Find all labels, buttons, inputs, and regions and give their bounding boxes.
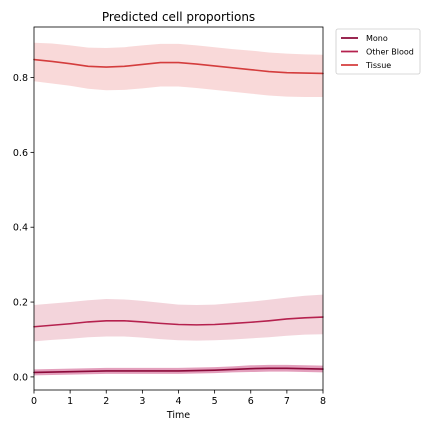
legend-label-mono: Mono bbox=[366, 34, 388, 43]
confidence-bands bbox=[34, 42, 323, 376]
x-tick-label: 2 bbox=[103, 396, 109, 407]
legend: Mono Other Blood Tissue bbox=[335, 28, 421, 75]
x-tick-label: 3 bbox=[139, 396, 145, 407]
band-other-blood bbox=[34, 294, 323, 342]
legend-box bbox=[335, 28, 421, 75]
line-mono bbox=[33, 367, 324, 374]
y-tick-label: 0.6 bbox=[13, 148, 28, 159]
series-lines bbox=[33, 58, 324, 374]
legend-label-tissue: Tissue bbox=[365, 61, 391, 70]
x-tick-label: 1 bbox=[67, 396, 73, 407]
y-tick-label: 0.0 bbox=[13, 372, 28, 383]
line-tissue bbox=[33, 58, 324, 75]
y-tick-label: 0.2 bbox=[13, 298, 28, 309]
line-other-blood bbox=[33, 316, 324, 328]
chart-title: Predicted cell proportions bbox=[102, 10, 255, 24]
x-tick-label: 8 bbox=[320, 396, 326, 407]
y-tick-label: 0.8 bbox=[13, 73, 28, 84]
x-tick-label: 4 bbox=[175, 396, 181, 407]
x-axis-title: Time bbox=[166, 410, 190, 421]
legend-label-other-blood: Other Blood bbox=[366, 48, 414, 57]
x-tick-label: 0 bbox=[31, 396, 37, 407]
x-tick-label: 7 bbox=[284, 396, 290, 407]
x-axis: 0 1 2 3 4 5 6 7 8 bbox=[31, 390, 326, 407]
x-tick-label: 5 bbox=[212, 396, 218, 407]
y-tick-label: 0.4 bbox=[13, 223, 28, 234]
y-axis: 0.0 0.2 0.4 0.6 0.8 bbox=[13, 73, 34, 383]
band-tissue bbox=[34, 42, 323, 97]
x-tick-label: 6 bbox=[248, 396, 254, 407]
